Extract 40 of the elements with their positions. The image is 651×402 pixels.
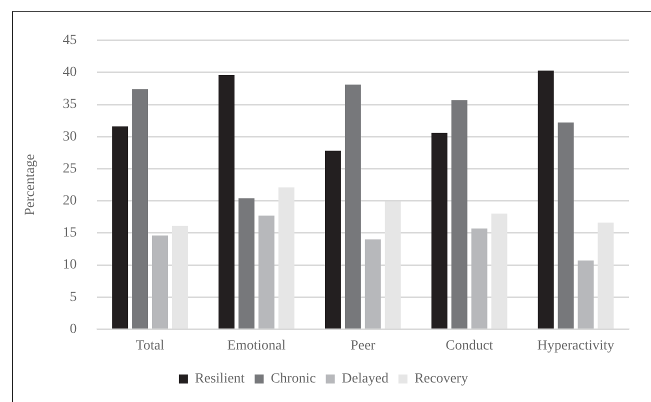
bar [112,126,128,328]
bar [324,150,341,328]
bar [598,222,614,328]
legend-label: Chronic [270,372,316,387]
legend-label: Delayed [342,372,388,387]
y-tick-label: 40 [62,65,77,80]
y-tick-label: 35 [62,97,77,112]
x-tick-label: Hyperactivity [537,338,614,354]
bar [431,132,448,328]
bar [152,236,168,328]
bar [471,228,488,328]
bar [258,216,274,328]
x-tick-label: Total [136,338,164,354]
bar [172,226,188,328]
x-tick-label: Emotional [227,338,286,354]
y-tick-label: 25 [62,161,77,176]
bar [558,122,574,328]
bar [491,214,508,328]
legend-label: Recovery [414,372,468,387]
bar [218,75,235,328]
bar [364,239,381,328]
bar [451,100,468,328]
bar [344,84,361,328]
y-tick-label: 0 [70,322,77,337]
bar [278,187,294,328]
y-tick-label: 45 [62,33,77,48]
y-tick-label: 5 [70,290,77,305]
legend-label: Resilient [194,372,245,387]
bar [578,260,594,328]
y-tick-label: 20 [62,194,77,209]
x-tick-label: Peer [350,338,376,354]
bar [384,201,401,328]
bar [538,70,554,328]
y-axis-title: Percentage [23,154,38,216]
y-tick-label: 15 [62,226,77,241]
y-tick-label: 10 [62,258,77,273]
y-tick-label: 30 [62,129,77,144]
x-tick-label: Conduct [446,338,494,354]
bar [132,89,148,328]
bar [238,198,254,328]
